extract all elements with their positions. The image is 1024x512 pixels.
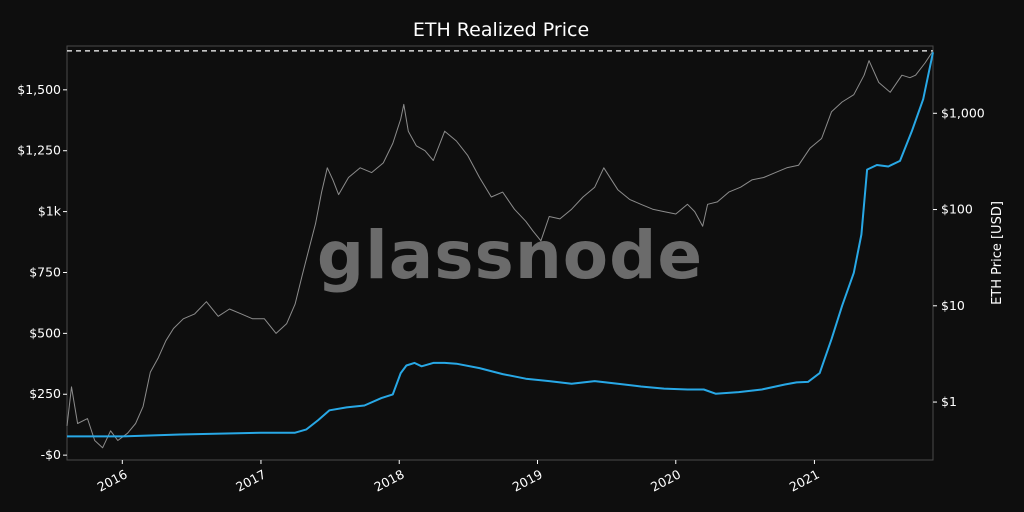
y-right-tick-label: $1,000 <box>941 105 985 120</box>
y-left-tick-label: -$0 <box>41 447 61 462</box>
plot-frame <box>66 45 934 461</box>
series-line-left <box>66 50 934 449</box>
y-right-tick-label: $1 <box>941 394 957 409</box>
y-left-tick-label: $1,500 <box>17 82 61 97</box>
y-left-tick-label: $250 <box>29 386 61 401</box>
y-left-tick-label: $750 <box>29 264 61 279</box>
y-right-tick-label: $100 <box>941 202 973 217</box>
y-left-tick-label: $1,250 <box>17 143 61 158</box>
watermark: glassnode <box>317 217 703 294</box>
y-right-axis-label: ETH Price [USD] <box>990 201 1005 305</box>
chart-title: ETH Realized Price <box>413 19 589 41</box>
series-line-right <box>67 52 934 438</box>
y-left-tick-label: $500 <box>29 325 61 340</box>
y-right-tick-label: $10 <box>941 298 965 313</box>
y-left-tick-label: $1k <box>38 204 62 219</box>
